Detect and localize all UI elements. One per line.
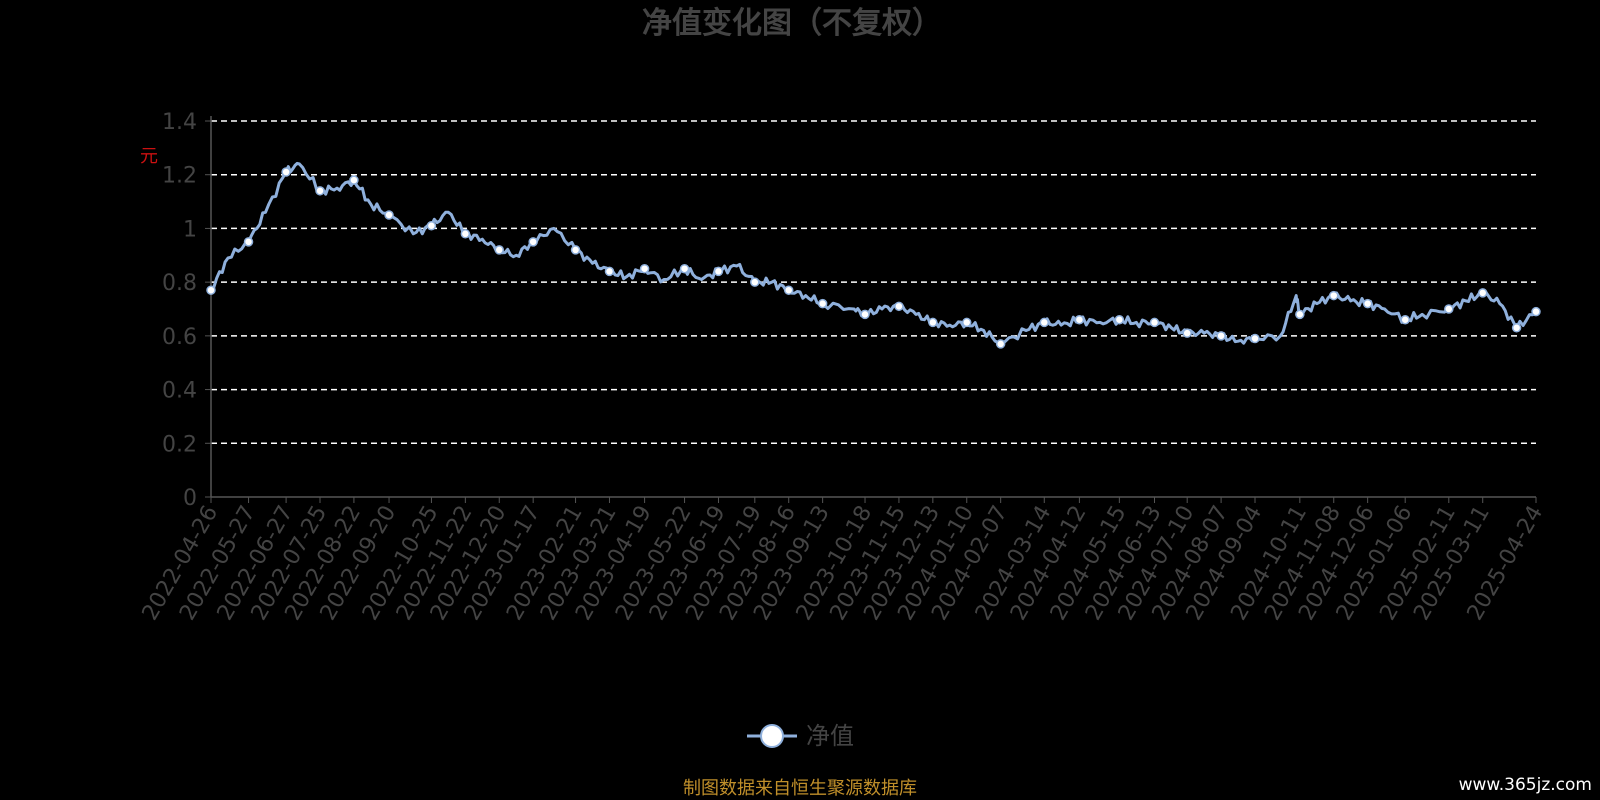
data-point[interactable] [1216,331,1226,341]
series-line-0 [209,161,1538,346]
grid-lines [211,120,1536,445]
data-point[interactable] [1114,314,1125,325]
series-group [209,161,1538,346]
data-point[interactable] [281,167,291,177]
data-point[interactable] [894,301,904,312]
data-point[interactable] [570,245,581,255]
y-tick-label: 0.4 [162,379,197,404]
data-point[interactable] [460,229,471,239]
data-point[interactable] [494,245,505,255]
data-point[interactable] [528,237,538,247]
y-tick-label: 0 [183,486,197,511]
data-point[interactable] [1328,290,1339,301]
y-axis-unit: 元 [140,146,158,167]
data-point[interactable] [1074,314,1085,325]
y-tick-label: 1 [183,217,197,242]
marker-group [206,167,1541,349]
data-point[interactable] [604,266,615,277]
data-point[interactable] [1477,288,1488,298]
data-point[interactable] [639,263,650,274]
data-point[interactable] [1039,317,1050,328]
data-point[interactable] [995,339,1006,349]
data-point[interactable] [1149,317,1160,328]
data-point[interactable] [1400,314,1410,325]
data-point[interactable] [206,285,216,295]
data-point[interactable] [750,277,760,287]
chart-title: 净值变化图（不复权） [642,6,942,41]
y-tick-label: 0.2 [162,432,197,457]
x-axis-ticks: 2022-04-262022-05-272022-06-272022-07-25… [138,497,1548,625]
data-point[interactable] [860,309,870,320]
data-point[interactable] [1182,328,1192,338]
y-tick-label: 1.2 [162,164,197,189]
data-point[interactable] [1362,298,1373,309]
y-tick-label: 0.8 [162,271,197,296]
y-axis-ticks: 0 0.2 0.4 0.6 0.8 1 1.2 1.4 [162,110,211,511]
data-point[interactable] [928,317,938,328]
data-point[interactable] [1511,323,1522,333]
data-point[interactable] [783,285,794,295]
axes [210,116,1536,498]
data-point[interactable] [679,263,690,274]
y-tick-label: 0.6 [162,325,197,350]
data-point[interactable] [962,317,972,328]
data-point[interactable] [1531,306,1541,317]
data-point[interactable] [243,237,254,247]
data-point[interactable] [1250,333,1260,344]
circle-marker-icon [760,724,784,748]
source-note: 制图数据来自恒生聚源数据库 [683,778,917,799]
y-tick-label: 1.4 [162,110,197,135]
data-point[interactable] [1444,304,1454,314]
data-point[interactable] [426,220,437,231]
data-point[interactable] [713,266,724,277]
data-point[interactable] [384,210,394,220]
legend-label: 净值 [806,722,854,750]
data-point[interactable] [817,298,828,309]
data-point[interactable] [315,186,325,196]
data-point[interactable] [1295,309,1305,320]
legend[interactable]: 净值 [747,722,854,750]
data-point[interactable] [349,175,359,185]
watermark: www.365jz.com [1459,775,1592,795]
